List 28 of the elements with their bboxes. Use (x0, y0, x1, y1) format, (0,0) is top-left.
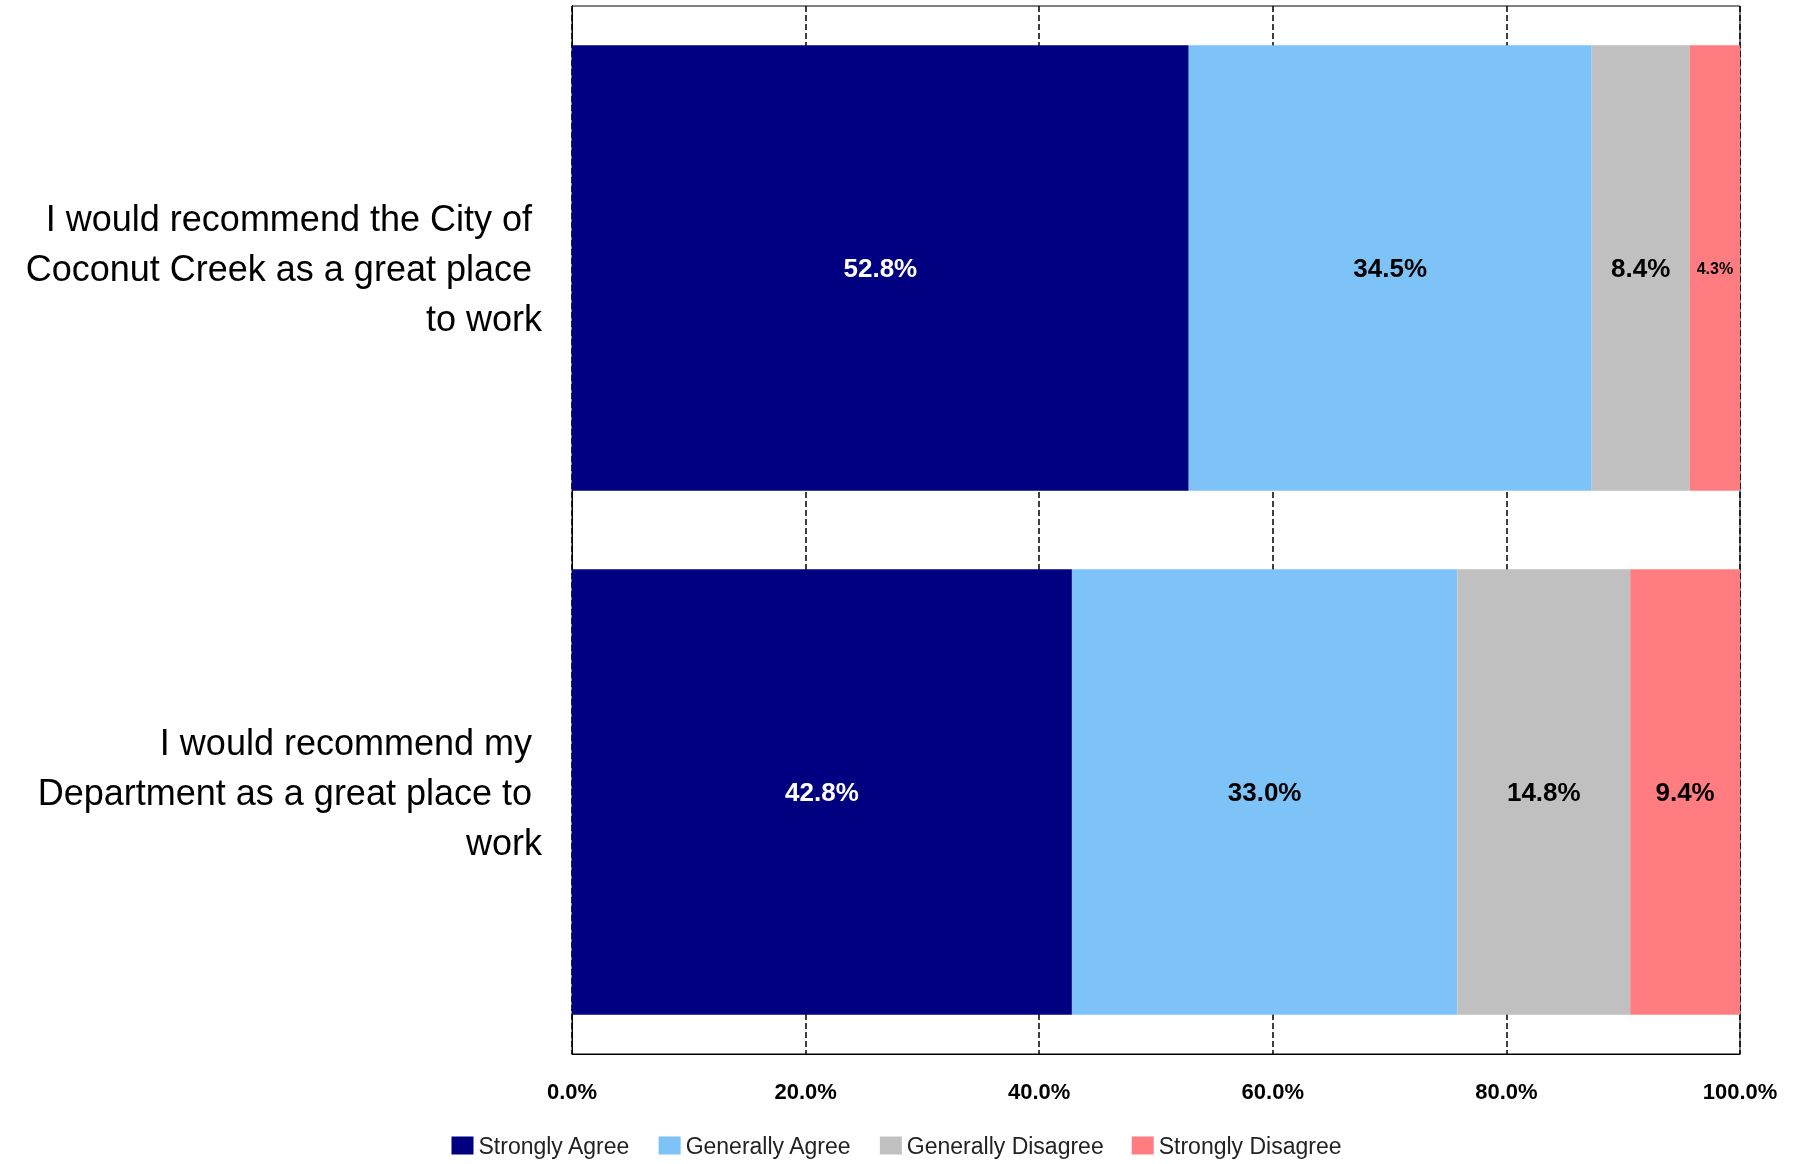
data-label: 42.8% (785, 777, 859, 807)
x-tick-label: 100.0% (1702, 1078, 1778, 1104)
data-label: 9.4% (1655, 777, 1715, 807)
bar (1689, 45, 1740, 491)
x-tick-label: 60.0% (1241, 1078, 1304, 1104)
y-tick-label: I would recommend the City of Coconut Creek as a great place to work (25, 197, 543, 339)
x-tick-label: 80.0% (1475, 1078, 1538, 1104)
data-label: 14.8% (1506, 777, 1581, 807)
bar (1591, 45, 1690, 491)
x-tick-label: 0.0% (546, 1078, 598, 1104)
x-tick-label: 20.0% (774, 1078, 837, 1104)
data-label: 8.4% (1611, 253, 1671, 283)
bar (1071, 569, 1458, 1015)
legend-label: Strongly Agree (478, 1132, 630, 1159)
data-label: 34.5% (1353, 253, 1428, 283)
bar (1630, 569, 1740, 1015)
legend-label: Generally Agree (685, 1132, 851, 1159)
bar (572, 45, 1189, 491)
y-tick-label: I would recommend my Department as a great place to work (37, 721, 543, 863)
data-label: 33.0% (1227, 777, 1302, 807)
bar (572, 569, 1072, 1015)
bar (1457, 569, 1631, 1015)
legend-label: Strongly Disagree (1158, 1132, 1342, 1159)
data-label: 4.3% (1696, 259, 1734, 277)
data-label: 52.8% (843, 253, 918, 283)
legend-label: Generally Disagree (906, 1132, 1104, 1159)
x-tick-label: 40.0% (1008, 1078, 1071, 1104)
bar (1188, 45, 1592, 491)
